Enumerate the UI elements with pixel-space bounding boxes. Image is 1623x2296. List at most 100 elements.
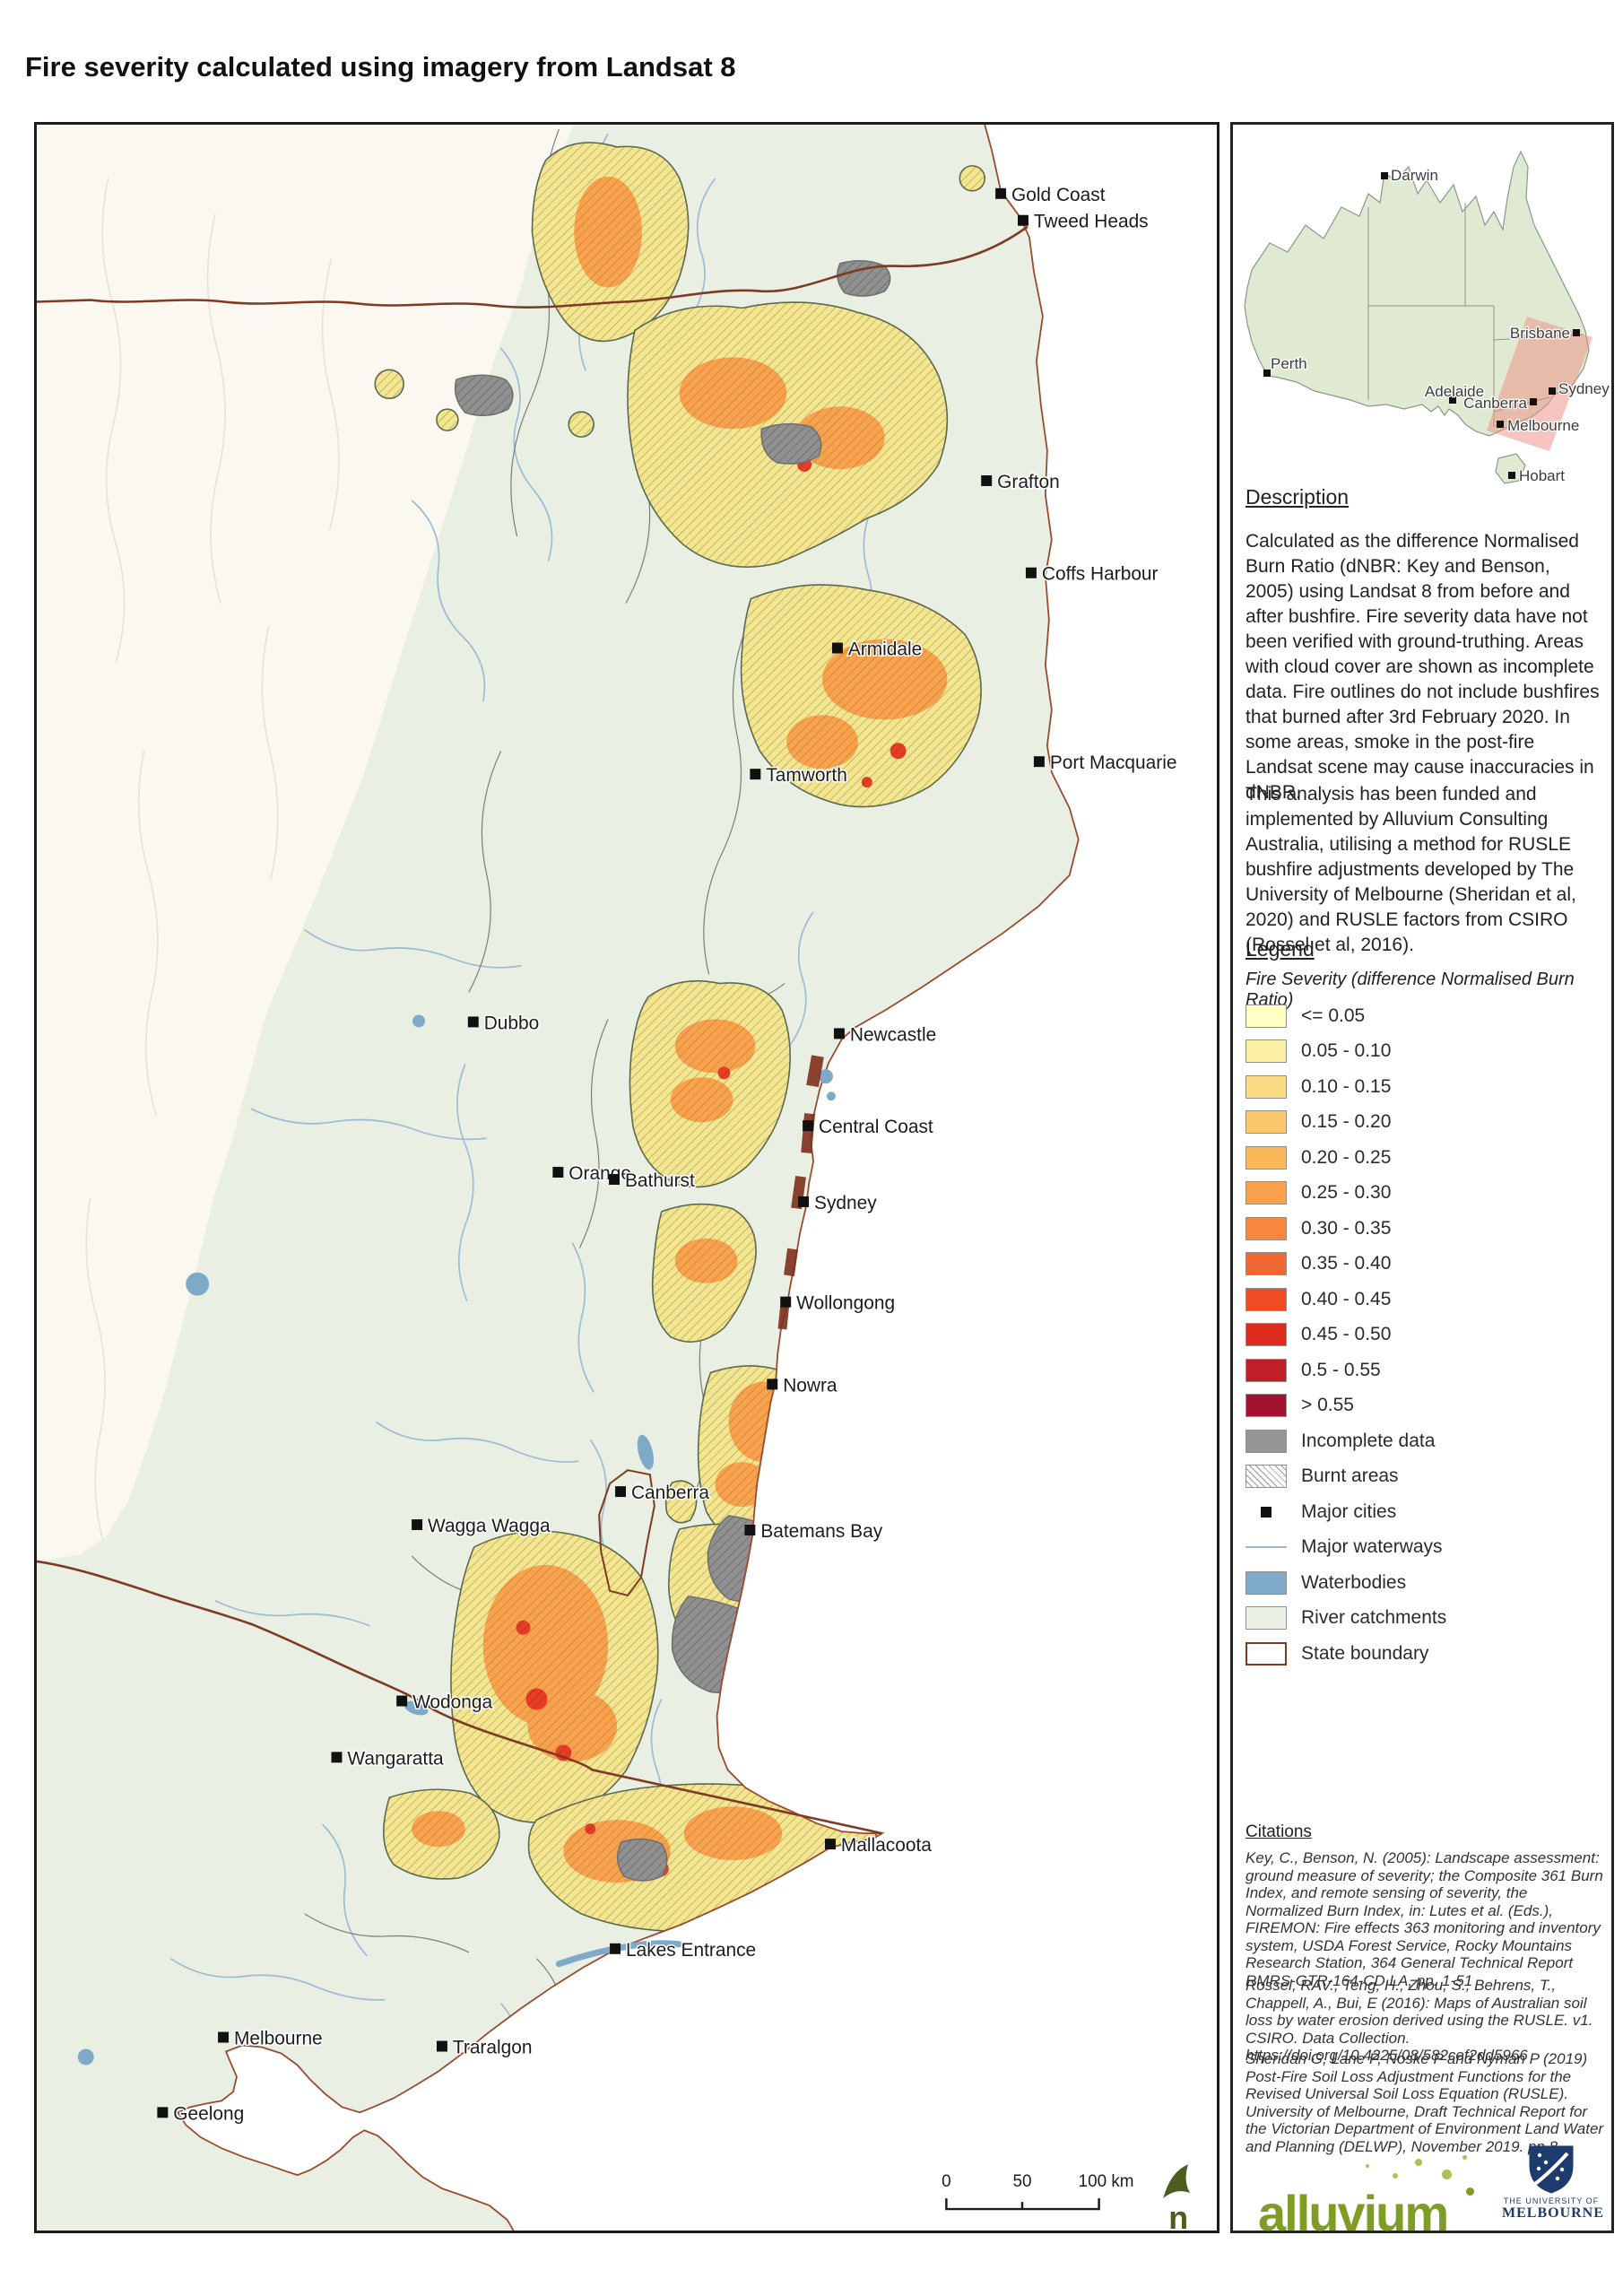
inset-city-marker-hobart — [1508, 472, 1515, 479]
ocean — [178, 125, 1217, 2231]
legend-label: > 0.55 — [1301, 1395, 1354, 1416]
legend-swatch — [1245, 1216, 1287, 1240]
alluvium-wordmark: alluvium — [1258, 2185, 1449, 2241]
city-marker-wagga-wagga — [412, 1519, 423, 1530]
city-marker-dubbo — [467, 1016, 479, 1028]
inset-city-label: Darwin — [1391, 167, 1438, 184]
city-marker-batemans-bay — [744, 1525, 756, 1535]
legend-item: 0.20 - 0.25 — [1245, 1140, 1604, 1176]
city-marker-geelong — [157, 2107, 169, 2118]
legend-swatch — [1245, 1074, 1287, 1099]
legend-heading: Legend — [1245, 937, 1315, 961]
legend-item: 0.05 - 0.10 — [1245, 1034, 1604, 1070]
inset-city-label: Canberra — [1463, 395, 1527, 412]
alluvium-logo: alluvium — [1258, 2155, 1491, 2241]
city-square-icon — [1261, 1506, 1271, 1518]
legend-swatch — [1245, 1606, 1287, 1631]
city-marker-gold-coast — [995, 187, 1007, 199]
city-marker-melbourne — [218, 2031, 230, 2043]
inset-locator-map: Darwin Perth Adelaide Brisbane Canberra Sydne… — [1234, 126, 1610, 485]
legend-item: 0.25 - 0.30 — [1245, 1176, 1604, 1212]
city-label: Geelong — [173, 2103, 244, 2124]
city-label: Batemans Bay — [760, 1521, 882, 1542]
city-marker-mallacoota — [824, 1839, 836, 1850]
legend-item: <= 0.05 — [1245, 998, 1604, 1034]
legend-item: Major cities — [1245, 1494, 1604, 1530]
legend-item: > 0.55 — [1245, 1388, 1604, 1424]
legend-swatch — [1245, 1181, 1287, 1205]
legend-item: 0.45 - 0.50 — [1245, 1318, 1604, 1353]
city-label: Sydney — [814, 1193, 877, 1213]
city-marker-grafton — [981, 475, 993, 486]
legend-swatch — [1245, 1110, 1287, 1135]
legend-label: 0.20 - 0.25 — [1301, 1146, 1392, 1168]
legend-line — [1245, 1535, 1287, 1559]
city-marker-wangaratta — [331, 1752, 343, 1763]
city-label: Tamworth — [766, 765, 847, 786]
city-label: Dubbo — [484, 1013, 540, 1033]
inset-city-marker-sydney — [1549, 387, 1556, 395]
scale-label-0: 0 — [942, 2172, 951, 2191]
description-paragraph-2: This analysis has been funded and implem… — [1245, 784, 1576, 955]
legend-item: Incomplete data — [1245, 1423, 1604, 1459]
legend-swatch — [1245, 1323, 1287, 1347]
citation-3: Sheridan G, Lane P, Noske P and Nyman P … — [1245, 2050, 1604, 2155]
legend-item: 0.40 - 0.45 — [1245, 1282, 1604, 1318]
city-label: Newcastle — [850, 1024, 936, 1045]
city-label: Bathurst — [625, 1170, 695, 1191]
legend-label: 0.35 - 0.40 — [1301, 1253, 1392, 1274]
city-label: Wollongong — [796, 1293, 895, 1314]
legend-label: <= 0.05 — [1301, 1004, 1366, 1026]
inset-city-label: Hobart — [1519, 467, 1565, 484]
legend-swatch — [1245, 1145, 1287, 1170]
city-marker-tweed-heads — [1018, 214, 1028, 226]
city-label: Tweed Heads — [1034, 212, 1149, 232]
page-title: Fire severity calculated using imagery f… — [25, 50, 736, 83]
city-marker-nowra — [767, 1378, 778, 1390]
main-map: Gold Coast Tweed Heads Grafton Coffs Harbou… — [37, 125, 1217, 2231]
city-label: Wangaratta — [347, 1748, 444, 1769]
university-of-melbourne-logo: THE UNIVERSITY OF MELBOURNE — [1502, 2144, 1604, 2234]
city-label: Canberra — [631, 1483, 709, 1503]
citation-1: Key, C., Benson, N. (2005): Landscape as… — [1245, 1849, 1603, 1989]
map-extent-rectangle — [1487, 317, 1593, 451]
city-marker-canberra — [615, 1486, 627, 1498]
city-label: Grafton — [997, 472, 1060, 492]
inset-city-label: Adelaide — [1425, 383, 1484, 400]
north-arrow-icon: n — [1163, 2164, 1191, 2231]
inset-city-label: Brisbane — [1510, 325, 1570, 342]
scale-bar — [945, 2198, 1100, 2211]
legend-item: Waterbodies — [1245, 1565, 1604, 1601]
legend-item: River catchments — [1245, 1601, 1604, 1637]
city-marker-sydney — [798, 1196, 810, 1207]
city-label: Wodonga — [412, 1692, 492, 1712]
citations-heading: Citations — [1245, 1822, 1312, 1841]
city-marker-orange — [552, 1167, 564, 1178]
uom-text-line2: MELBOURNE — [1502, 2205, 1604, 2221]
legend-item: 0.30 - 0.35 — [1245, 1211, 1604, 1247]
city-marker-wollongong — [780, 1296, 792, 1308]
city-label: Port Macquarie — [1050, 752, 1177, 773]
scale-label-50: 50 — [1012, 2172, 1031, 2191]
legend-outline-swatch — [1245, 1641, 1287, 1665]
city-label: Lakes Entrance — [626, 1940, 756, 1961]
legend-list: <= 0.05 0.05 - 0.10 0.10 - 0.15 0.15 - 0.20… — [1245, 998, 1604, 1672]
waterway-line-icon — [1245, 1546, 1287, 1549]
legend-label: Incomplete data — [1301, 1430, 1436, 1451]
legend-label: 0.45 - 0.50 — [1301, 1324, 1392, 1345]
legend-item: Major waterways — [1245, 1530, 1604, 1566]
city-marker-central-coast — [803, 1120, 814, 1132]
city-marker-traralgon — [436, 2040, 447, 2052]
legend-label: 0.25 - 0.30 — [1301, 1182, 1392, 1204]
scale-label-100km: 100 km — [1079, 2172, 1134, 2191]
city-marker-newcastle — [833, 1028, 845, 1039]
inset-city-marker-darwin — [1381, 172, 1388, 179]
north-arrow-label: n — [1168, 2200, 1188, 2231]
legend-swatch — [1245, 1429, 1287, 1453]
city-label: Central Coast — [819, 1117, 933, 1137]
city-marker-armidale — [831, 642, 843, 654]
inset-city-label: Sydney — [1558, 380, 1610, 397]
description-paragraph-1: Calculated as the difference Normalised … — [1245, 531, 1600, 803]
inset-city-label: Melbourne — [1507, 417, 1579, 434]
